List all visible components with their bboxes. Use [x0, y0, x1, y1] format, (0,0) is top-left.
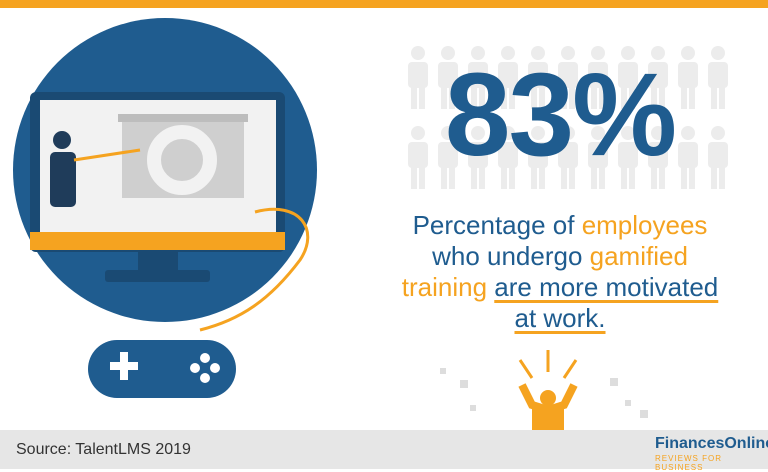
- description: Percentage of employees who undergo gamif…: [370, 210, 750, 334]
- headline-stat: 83%: [444, 49, 677, 181]
- tagline: REVIEWS FOR BUSINESS: [655, 454, 723, 472]
- celebrating-person: [440, 350, 648, 430]
- monitor: [30, 92, 285, 282]
- text-segment: are more motivated: [494, 272, 719, 302]
- text-segment: Percentage of: [412, 210, 582, 240]
- text-segment: at work.: [514, 303, 606, 333]
- text-segment: training: [401, 272, 488, 302]
- gamepad: [88, 340, 236, 398]
- source: Source: TalentLMS 2019: [16, 441, 191, 458]
- brand: FinancesOnline: [655, 435, 768, 452]
- description-line: Percentage of employees: [370, 210, 750, 241]
- description-line: training are more motivated: [370, 272, 750, 303]
- description-line: at work.: [370, 303, 750, 334]
- text-segment: gamified: [589, 241, 688, 271]
- footer: Source: TalentLMS 2019 FinancesOnline RE…: [0, 430, 768, 472]
- cable: [199, 207, 310, 332]
- description-line: who undergo gamified: [370, 241, 750, 272]
- text-segment: who undergo: [432, 241, 590, 271]
- text-segment: employees: [581, 210, 708, 240]
- top-bar: [0, 0, 768, 8]
